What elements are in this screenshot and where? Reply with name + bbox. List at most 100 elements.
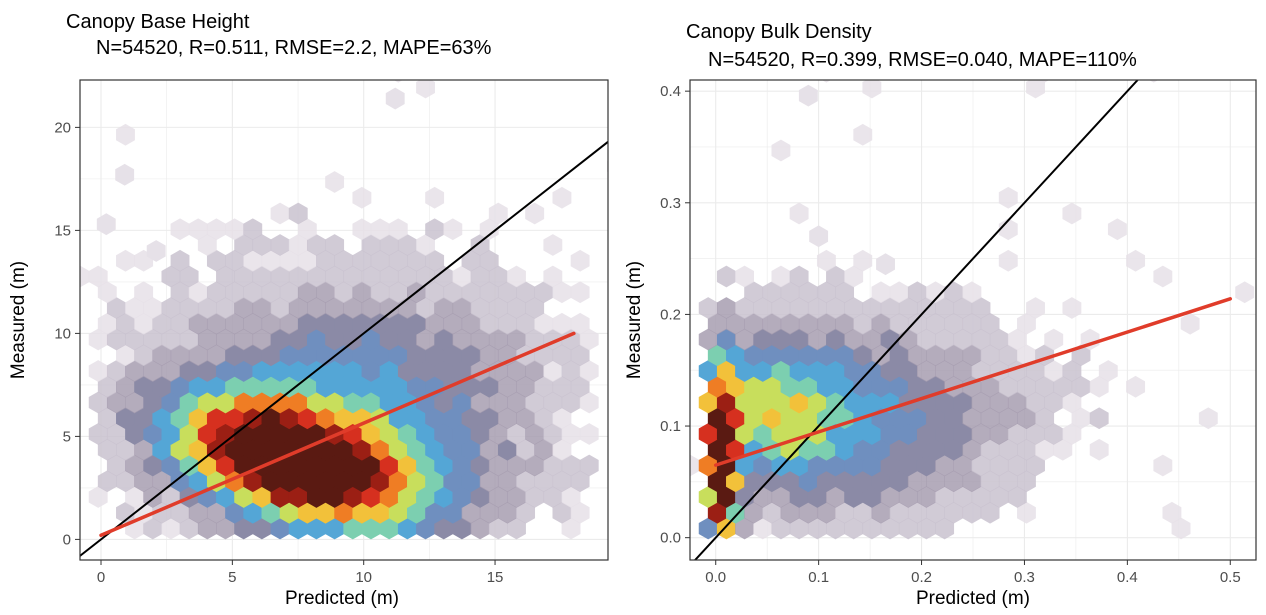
hex-bin [525, 423, 545, 445]
hex-bin [270, 297, 290, 319]
hex-bin [1162, 501, 1182, 524]
hex-bin [197, 391, 217, 414]
hex-bin [826, 391, 845, 414]
hex-bin [106, 391, 126, 414]
hex-bin [179, 360, 199, 382]
hex-bin [397, 486, 417, 508]
hex-bin [853, 249, 873, 272]
hex-bin [780, 281, 800, 304]
hex-bin [461, 438, 481, 461]
hex-bin [944, 281, 964, 304]
hex-bin [1098, 360, 1118, 382]
hex-bin [297, 501, 317, 524]
hex-bin [361, 517, 381, 540]
hex-bin [343, 454, 363, 477]
hex-bin [116, 470, 135, 493]
hex-bin [998, 375, 1018, 398]
chart-title: Canopy Base Height [66, 11, 250, 33]
hex-bin [898, 517, 918, 540]
hex-bin [980, 407, 1000, 430]
hex-bin [889, 501, 909, 524]
hex-bin [252, 517, 272, 540]
hex-bin [343, 517, 363, 540]
hex-bin [771, 297, 791, 319]
hex-bin [425, 407, 445, 430]
hex-bin [270, 328, 290, 351]
hex-bin [134, 470, 154, 493]
hex-bin [125, 328, 144, 351]
hex-bin [188, 218, 208, 241]
hex-bin [243, 375, 263, 398]
hex-bin [152, 407, 172, 430]
chart-subtitle: N=54520, R=0.399, RMSE=0.040, MAPE=110% [708, 49, 1137, 71]
hex-bin [816, 344, 836, 367]
hex-bin [393, 80, 403, 83]
hex-bin [762, 281, 782, 304]
hex-bin [771, 391, 791, 414]
hex-bin [935, 423, 955, 445]
y-axis-label: Measured (m) [624, 261, 645, 379]
hex-bin-outlier [809, 225, 829, 248]
hex-bin [807, 517, 827, 540]
hex-bin [197, 360, 217, 382]
hex-bin [97, 470, 117, 493]
hex-bin [261, 438, 281, 461]
axis-ticks: 0.0 0.1 0.2 0.3 0.4 0.5 0.0 0.1 0.2 0.3 0.4 [660, 83, 1241, 586]
hex-bin [452, 265, 472, 288]
hex-bin [735, 423, 754, 445]
hex-bin [926, 501, 945, 524]
hex-bin [479, 312, 499, 335]
hex-bin [488, 328, 508, 351]
hex-bin [780, 501, 800, 524]
hex-bin [534, 470, 554, 493]
hex-bin [844, 391, 864, 414]
hex-bin [816, 249, 836, 272]
hex-bin [835, 438, 855, 461]
hex-bin [944, 407, 964, 430]
x-tick-label: 10 [355, 569, 372, 586]
hex-bin [1180, 312, 1200, 335]
hex-bin [780, 470, 800, 493]
hex-bin [862, 360, 882, 382]
hex-bin [134, 312, 154, 335]
hex-bin [707, 501, 727, 524]
hex-bin [898, 423, 918, 445]
hex-bin [980, 501, 1000, 524]
hex-bin [316, 407, 335, 430]
hex-bin [197, 234, 217, 256]
hex-bin [279, 375, 299, 398]
hex-bin [989, 454, 1009, 477]
hex-bin [316, 312, 335, 335]
hex-bin [807, 391, 827, 414]
hex-bin [880, 360, 900, 382]
hex-bin [497, 470, 517, 493]
hex-bin [1007, 486, 1027, 508]
hex-bin [288, 391, 308, 414]
hex-bin [425, 438, 445, 461]
hex-bin [744, 407, 764, 430]
hex-bin [388, 281, 408, 304]
hex-bin [735, 360, 754, 382]
hex-bin [853, 375, 873, 398]
hex-bin [798, 344, 818, 367]
hex-bin [552, 186, 572, 209]
hex-bin [1044, 360, 1064, 382]
hex-bin [507, 454, 526, 477]
hex-bin [306, 517, 326, 540]
hex-bin-outlier [385, 87, 405, 110]
hex-bin [643, 376, 662, 398]
hex-bin [352, 186, 372, 209]
hex-bin [416, 297, 435, 319]
x-tick-label: 0.3 [1014, 569, 1035, 586]
hex-bin [261, 249, 281, 272]
hex-bin [297, 249, 317, 272]
hex-bin [561, 517, 581, 540]
hex-bin [188, 438, 208, 461]
hex-bin [971, 423, 991, 445]
hex-bin [962, 470, 982, 493]
hex-bin [288, 454, 308, 477]
hex-bin [1053, 375, 1073, 398]
hex-bin [206, 375, 226, 398]
hex-bin [907, 312, 927, 335]
x-tick-label: 0.4 [1117, 569, 1138, 586]
